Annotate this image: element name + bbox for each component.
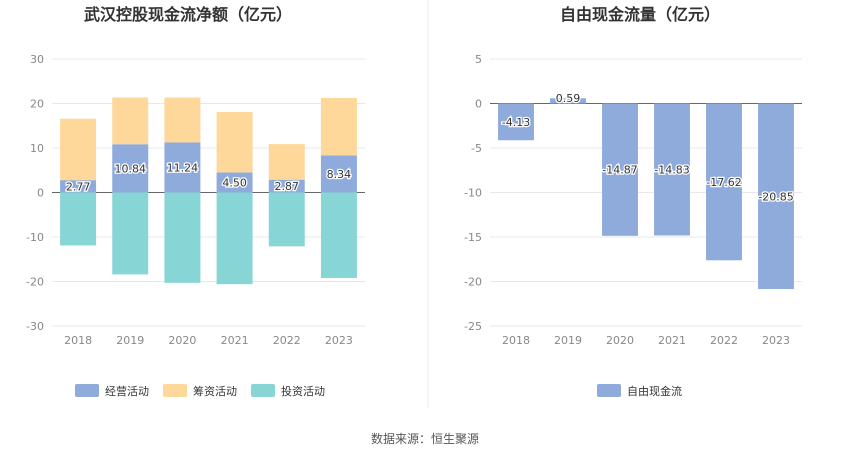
bar-经营活动-2020 xyxy=(164,142,201,193)
y-tick-label: 10 xyxy=(30,142,44,155)
bar-投资活动-2019 xyxy=(112,192,149,275)
data-label: 10.84 xyxy=(115,162,147,175)
bar-筹资活动-2020 xyxy=(164,97,201,143)
right-x-axis: 2018 2019 2020 2021 2022 2023 xyxy=(502,334,790,347)
bar-经营活动-2019 xyxy=(112,144,149,193)
x-tick-label: 2023 xyxy=(762,334,790,347)
y-tick-label: 20 xyxy=(30,98,44,111)
bar-筹资活动-2023 xyxy=(320,97,357,156)
y-tick-label: 5 xyxy=(475,53,482,66)
data-label: 11.24 xyxy=(167,161,199,174)
x-tick-label: 2022 xyxy=(273,334,301,347)
y-tick-label: -5 xyxy=(471,142,482,155)
legend-item-自由现金流[interactable]: 自由现金流 xyxy=(597,384,682,398)
left-y-axis: 30 20 10 0 -10 -20 -30 xyxy=(26,53,44,333)
right-bars xyxy=(498,98,794,290)
y-tick-label: -10 xyxy=(464,187,482,200)
legend-item-经营活动[interactable]: 经营活动 xyxy=(75,384,149,398)
bar-经营活动-2022 xyxy=(268,179,305,193)
bar-投资活动-2023 xyxy=(320,192,357,278)
left-data-labels: 2.77 10.84 11.24 4.50 2.87 8.34 xyxy=(65,160,353,194)
x-tick-label: 2023 xyxy=(325,334,353,347)
right-data-labels: -4.13 0.59 -14.87 -14.83 -17.62 -20.85 xyxy=(501,91,795,205)
data-label: 2.87 xyxy=(275,180,300,193)
bar-经营活动-2021 xyxy=(216,172,253,193)
y-tick-label: -20 xyxy=(464,276,482,289)
data-label: -20.85 xyxy=(758,190,793,203)
bar-投资活动-2020 xyxy=(164,192,201,283)
x-tick-label: 2020 xyxy=(606,334,634,347)
y-tick-label: -20 xyxy=(26,276,44,289)
x-tick-label: 2019 xyxy=(116,334,144,347)
legend-swatch xyxy=(163,384,187,397)
data-label: 8.34 xyxy=(327,168,352,181)
bar-经营活动-2018 xyxy=(60,180,97,193)
data-label: -14.83 xyxy=(654,163,689,176)
bar-自由现金流-2018 xyxy=(498,103,534,141)
x-tick-label: 2018 xyxy=(502,334,530,347)
x-tick-label: 2018 xyxy=(64,334,92,347)
y-tick-label: 0 xyxy=(475,98,482,111)
right-y-axis: 5 0 -5 -10 -15 -20 -25 xyxy=(464,53,482,333)
bar-筹资活动-2021 xyxy=(216,111,253,173)
right-chart-title: 自由现金流量（亿元） xyxy=(560,5,720,24)
left-legend: 经营活动 筹资活动 投资活动 xyxy=(75,384,325,398)
legend-item-投资活动[interactable]: 投资活动 xyxy=(251,384,325,398)
right-chart: 自由现金流量（亿元） 5 0 -5 -10 -15 -20 -25 -4.13 0.59 -14… xyxy=(464,5,802,398)
x-tick-label: 2020 xyxy=(168,334,196,347)
right-gridlines xyxy=(490,58,802,327)
bar-筹资活动-2022 xyxy=(268,144,305,180)
x-tick-label: 2019 xyxy=(554,334,582,347)
data-source: 数据来源：恒生聚源 xyxy=(371,431,479,446)
left-chart: 武汉控股现金流净额（亿元） 30 20 10 0 -10 -20 -30 2.77 10.84… xyxy=(26,5,365,398)
bar-筹资活动-2018 xyxy=(60,118,97,181)
bar-投资活动-2021 xyxy=(216,192,253,285)
legend-swatch xyxy=(251,384,275,397)
data-label: 0.59 xyxy=(556,92,581,105)
y-tick-label: -25 xyxy=(464,320,482,333)
legend-label: 自由现金流 xyxy=(627,384,682,398)
x-tick-label: 2021 xyxy=(658,334,686,347)
legend-label: 经营活动 xyxy=(105,384,149,398)
legend-swatch xyxy=(597,384,621,397)
y-tick-label: -30 xyxy=(26,320,44,333)
bar-自由现金流-2020 xyxy=(602,103,638,236)
bar-筹资活动-2019 xyxy=(112,97,149,145)
left-gridlines xyxy=(52,58,365,327)
x-tick-label: 2022 xyxy=(710,334,738,347)
y-tick-label: -15 xyxy=(464,231,482,244)
data-label: -17.62 xyxy=(706,176,741,189)
legend-item-筹资活动[interactable]: 筹资活动 xyxy=(163,384,237,398)
right-legend: 自由现金流 xyxy=(597,384,682,398)
legend-label: 筹资活动 xyxy=(193,384,237,398)
bar-自由现金流-2019 xyxy=(550,98,586,104)
y-tick-label: 0 xyxy=(37,187,44,200)
left-bars xyxy=(60,97,357,285)
bar-自由现金流-2021 xyxy=(654,103,690,236)
bar-经营活动-2023 xyxy=(320,155,357,193)
legend-label: 投资活动 xyxy=(281,384,325,398)
y-tick-label: 30 xyxy=(30,53,44,66)
data-label: -14.87 xyxy=(602,164,637,177)
data-label: 4.50 xyxy=(222,176,247,189)
legend-swatch xyxy=(75,384,99,397)
left-x-axis: 2018 2019 2020 2021 2022 2023 xyxy=(64,334,353,347)
bar-自由现金流-2023 xyxy=(758,103,794,290)
bar-投资活动-2022 xyxy=(268,192,305,247)
data-label: 2.77 xyxy=(66,180,91,193)
bar-自由现金流-2022 xyxy=(706,103,742,261)
x-tick-label: 2021 xyxy=(221,334,249,347)
left-chart-title: 武汉控股现金流净额（亿元） xyxy=(84,5,292,24)
y-tick-label: -10 xyxy=(26,231,44,244)
data-label: -4.13 xyxy=(502,116,530,129)
bar-投资活动-2018 xyxy=(60,192,97,246)
